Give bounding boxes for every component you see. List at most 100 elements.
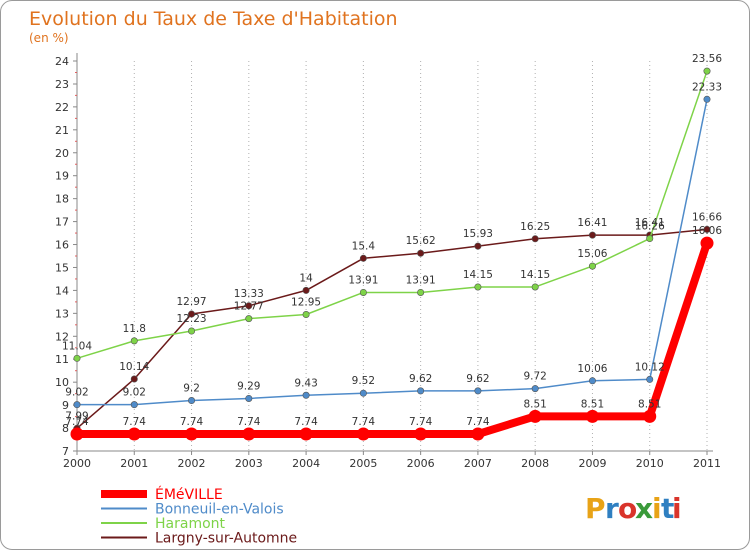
data-point — [130, 401, 138, 409]
y-tick-label: 8 — [62, 422, 69, 435]
y-tick-label: 24 — [55, 55, 69, 68]
data-point — [588, 262, 596, 270]
data-label: 15.4 — [352, 240, 376, 252]
series-line-2 — [76, 70, 708, 360]
y-tick-label: 15 — [55, 261, 69, 274]
data-point — [302, 310, 310, 318]
legend-label: Bonneuil-en-Valois — [155, 502, 284, 518]
legend-label: Largny-sur-Automne — [155, 531, 297, 547]
logo-letter: r — [605, 492, 619, 525]
data-label: 16.41 — [577, 217, 607, 229]
y-tick-label: 7 — [62, 445, 69, 458]
data-label: 7.99 — [65, 410, 88, 422]
data-point — [703, 95, 711, 103]
x-tick-label: 2004 — [292, 457, 320, 470]
y-tick-label: 18 — [55, 193, 69, 206]
data-label: 8.51 — [638, 398, 661, 410]
data-label: 8.51 — [581, 398, 604, 410]
data-label: 10.14 — [119, 361, 149, 373]
data-label: 9.2 — [183, 383, 200, 395]
data-point — [245, 302, 253, 310]
logo-letter: x — [635, 492, 653, 525]
data-point — [356, 427, 370, 441]
axes: 7 8 9 10 11 12 13 14 15 16 17 18 19 20 21 22 23 24 2000 200… — [55, 53, 721, 470]
data-label: 23.56 — [692, 53, 722, 65]
data-point — [242, 427, 256, 441]
y-tick-label: 23 — [55, 78, 69, 91]
y-tick-label: 13 — [55, 307, 69, 320]
x-tick-label: 2008 — [521, 457, 549, 470]
data-point — [531, 283, 539, 291]
data-point — [703, 67, 711, 75]
data-point — [73, 401, 81, 409]
data-label: 9.43 — [294, 377, 317, 389]
data-label: 7.74 — [352, 416, 376, 428]
data-label: 9.02 — [123, 387, 146, 399]
data-label: 22.33 — [692, 81, 722, 93]
data-point — [585, 409, 599, 423]
data-point — [302, 391, 310, 399]
data-point — [188, 327, 196, 335]
data-point — [528, 409, 542, 423]
data-label: 11.8 — [123, 323, 146, 335]
data-label: 16.26 — [635, 221, 665, 233]
data-label: 9.62 — [409, 373, 432, 385]
x-tick-label: 2006 — [407, 457, 435, 470]
data-label: 15.06 — [577, 248, 607, 260]
grid-lines — [76, 61, 708, 451]
data-point — [417, 249, 425, 257]
data-point — [700, 236, 714, 250]
data-label: 16.25 — [520, 221, 550, 233]
data-label: 7.74 — [180, 416, 204, 428]
data-label: 7.74 — [123, 416, 147, 428]
data-label: 16.41 — [635, 217, 665, 229]
data-point — [643, 409, 657, 423]
x-tick-label: 2005 — [349, 457, 377, 470]
y-tick-label: 12 — [55, 330, 69, 343]
data-point — [531, 235, 539, 243]
y-tick-label: 16 — [55, 239, 69, 252]
data-point — [127, 427, 141, 441]
y-tick-label: 17 — [55, 216, 69, 229]
data-label: 9.02 — [65, 387, 88, 399]
data-label: 9.72 — [523, 371, 546, 383]
x-tick-label: 2011 — [693, 457, 721, 470]
data-point — [188, 310, 196, 318]
data-point — [474, 283, 482, 291]
data-point — [185, 427, 199, 441]
data-label: 15.93 — [463, 228, 493, 240]
y-tick-label: 14 — [55, 284, 69, 297]
data-point — [414, 427, 428, 441]
series-line-3 — [76, 228, 708, 429]
data-point — [359, 254, 367, 262]
y-tick-label: 19 — [55, 170, 69, 183]
data-point — [417, 387, 425, 395]
data-point — [417, 288, 425, 296]
y-tick-label: 11 — [55, 353, 69, 366]
data-label: 13.91 — [406, 274, 436, 286]
data-point — [588, 377, 596, 385]
y-tick-label: 21 — [55, 124, 69, 137]
data-point — [70, 427, 84, 441]
data-point — [188, 397, 196, 405]
data-label: 14 — [299, 272, 313, 284]
data-label: 14.15 — [463, 269, 493, 281]
x-tick-label: 2002 — [178, 457, 206, 470]
data-label: 10.06 — [577, 363, 607, 375]
data-label: 13.91 — [348, 274, 378, 286]
logo-letter: P — [585, 492, 606, 525]
data-label: 9.62 — [466, 373, 489, 385]
data-label: 16.06 — [692, 225, 722, 237]
legend-label: ÉMéVILLE — [155, 486, 223, 503]
x-tick-label: 2009 — [578, 457, 606, 470]
logo-letter: i — [652, 492, 662, 525]
data-label: 8.51 — [523, 398, 546, 410]
data-label: 7.74 — [466, 416, 490, 428]
data-label: 12.77 — [234, 301, 264, 313]
x-tick-label: 2000 — [63, 457, 91, 470]
data-label: 12.97 — [177, 296, 207, 308]
series-layer — [70, 67, 714, 441]
data-point — [646, 375, 654, 383]
